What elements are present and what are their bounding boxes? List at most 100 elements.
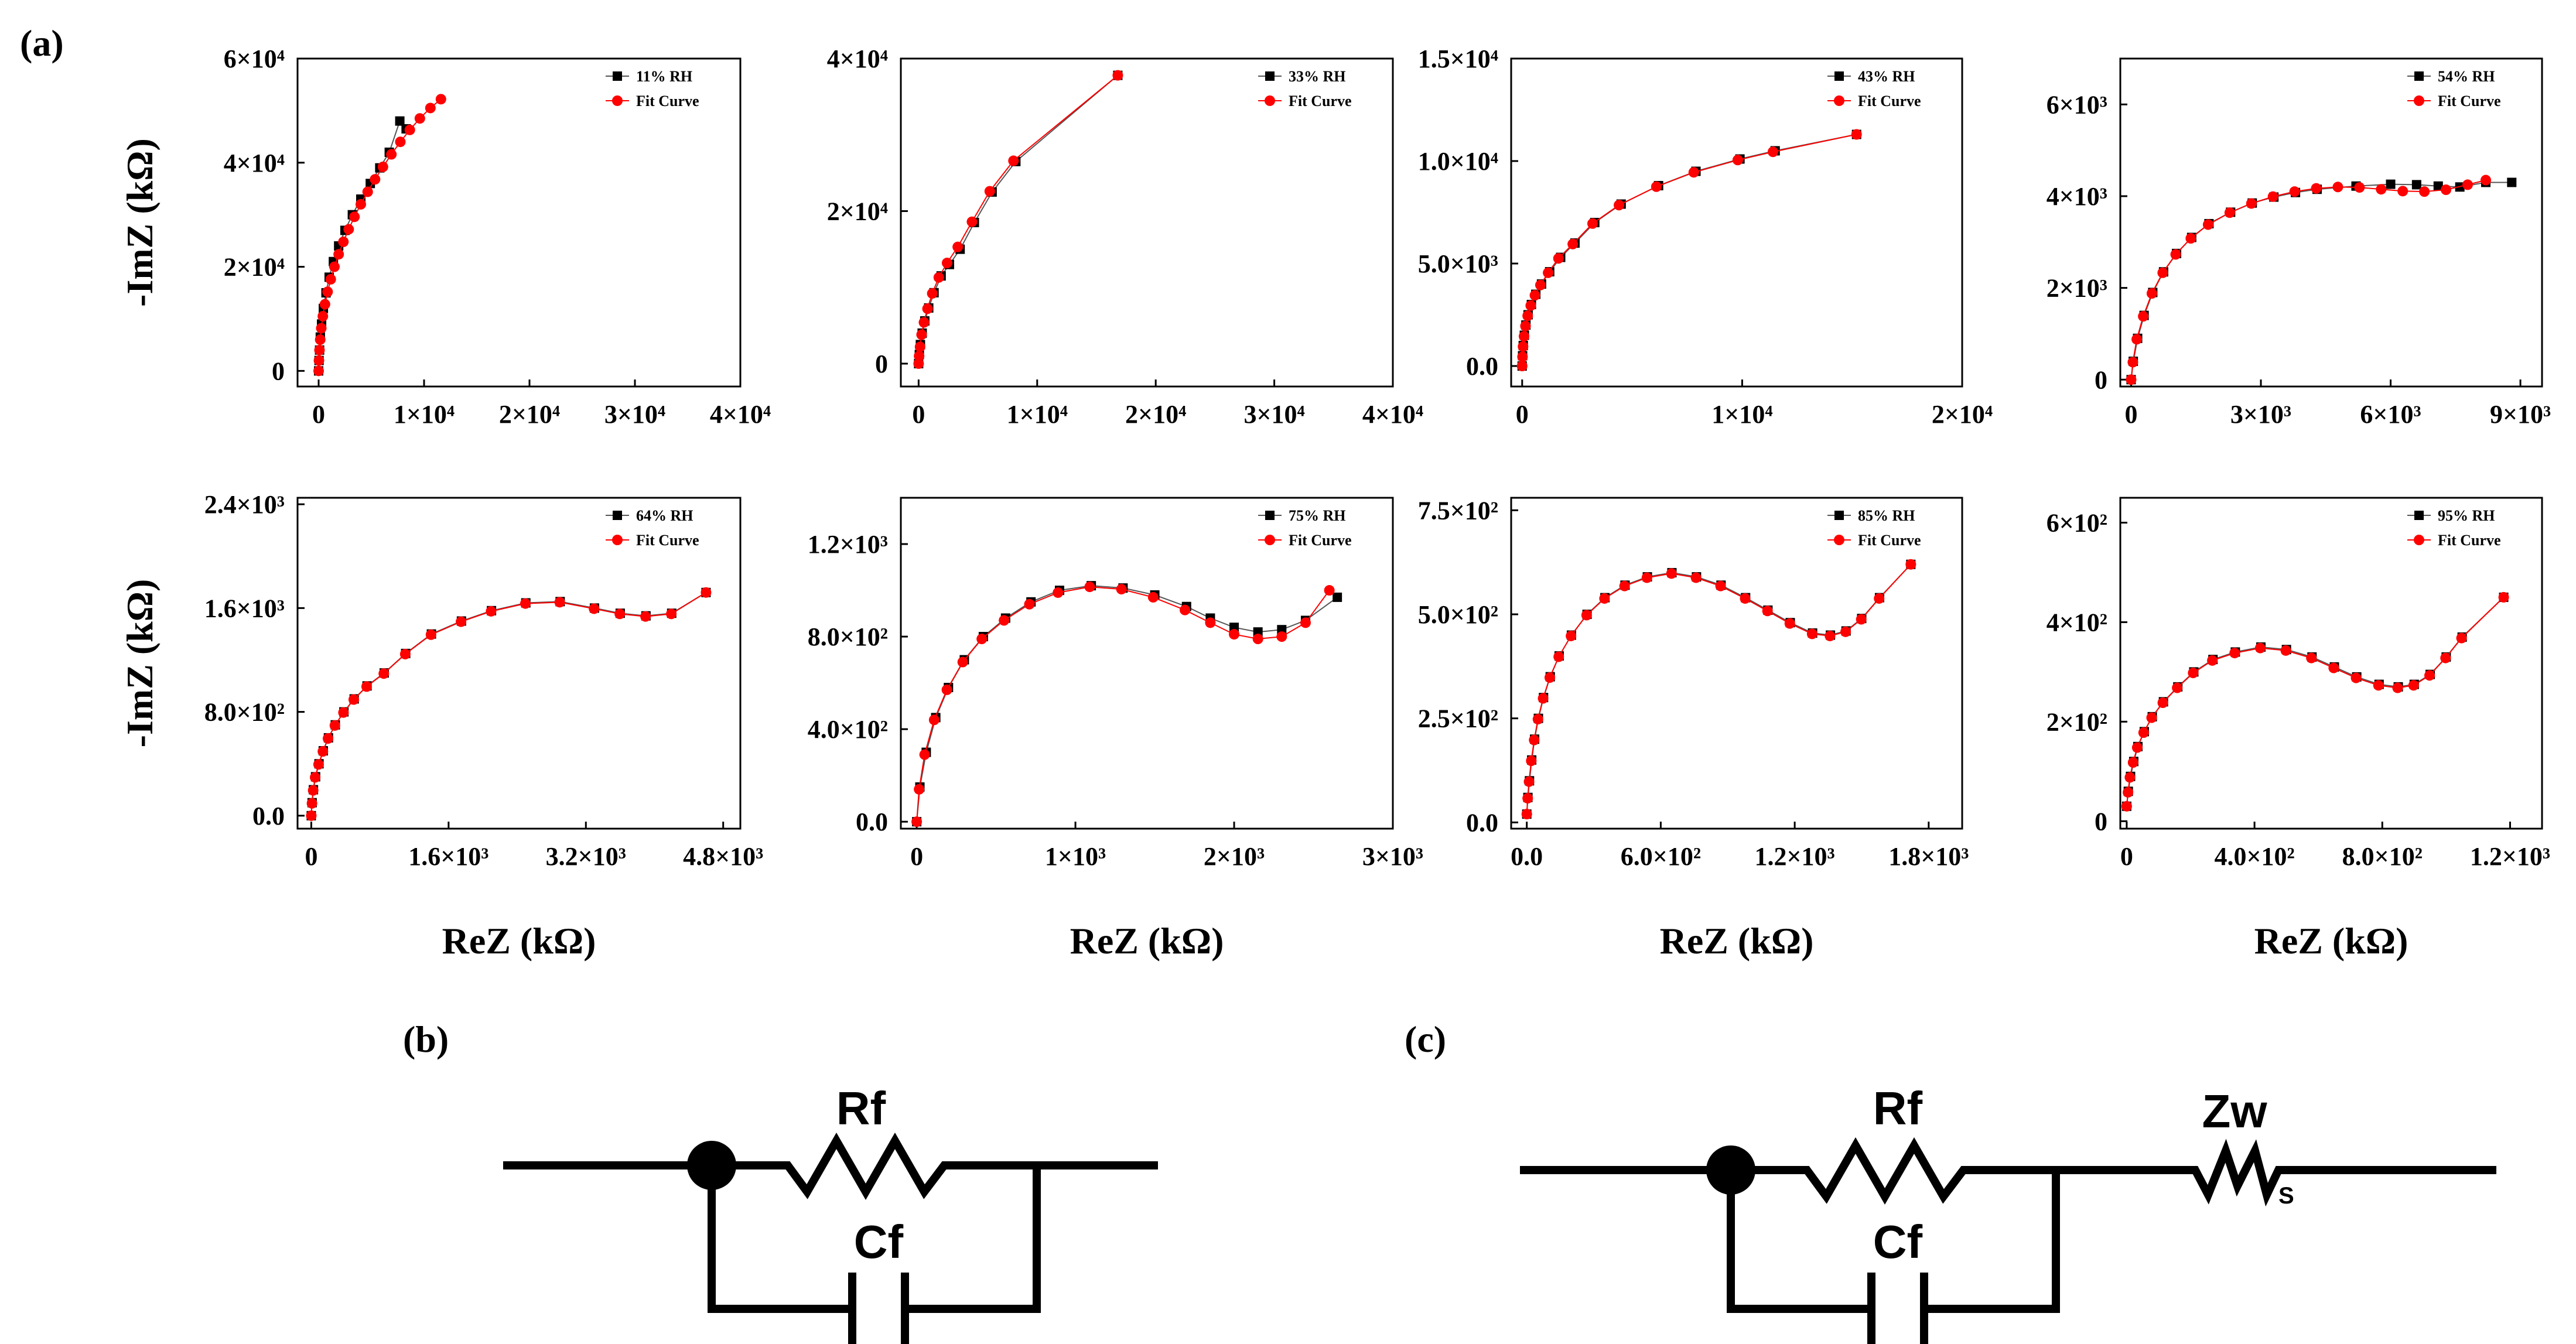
- data-point-fit: [2440, 652, 2451, 664]
- y-tick-label: 2×10⁴: [224, 253, 285, 282]
- data-point-fit: [1599, 593, 1610, 604]
- x-tick-label: 2×10⁴: [499, 400, 560, 429]
- legend-measured-marker: [613, 71, 622, 81]
- x-tick-label: 3×10⁴: [1243, 400, 1304, 429]
- panel-label-b: (b): [403, 1018, 449, 1060]
- data-point-fit: [1180, 604, 1191, 615]
- circuit-b: (b) Rf Cf: [403, 1018, 1158, 1344]
- x-tick-label: 2×10³: [1204, 842, 1265, 871]
- series-measured-line: [1521, 134, 1857, 367]
- data-point-fit: [976, 634, 988, 645]
- legend-fit-label: Fit Curve: [636, 93, 699, 110]
- x-tick-label: 0: [1516, 400, 1529, 429]
- data-point-fit: [2332, 182, 2343, 193]
- data-point-fit: [589, 603, 600, 614]
- data-point-fit: [1518, 341, 1529, 352]
- data-point-fit: [1229, 629, 1240, 640]
- plot-frame: [1510, 497, 1963, 830]
- y-tick-label: 1.6×10³: [204, 594, 285, 623]
- legend-measured-label: 11% RH: [636, 68, 692, 85]
- y-axis-label: -ImZ (kΩ): [119, 138, 160, 307]
- data-point-fit: [520, 598, 531, 609]
- data-point-fit: [1532, 714, 1543, 725]
- y-tick-label: 4.0×10²: [808, 715, 888, 744]
- data-point-measured: [2386, 179, 2396, 189]
- x-tick-label: 0: [2124, 400, 2137, 429]
- data-point-fit: [425, 102, 436, 114]
- y-tick-label: 2.4×10³: [204, 490, 285, 519]
- data-point-fit: [1856, 614, 1867, 625]
- data-point-fit: [1614, 200, 1625, 211]
- data-point-fit: [316, 323, 327, 334]
- series-measured-line: [310, 591, 706, 816]
- data-point-fit: [2185, 233, 2196, 244]
- data-point-fit: [1516, 361, 1528, 371]
- data-point-fit: [435, 94, 446, 105]
- data-point-fit: [2124, 772, 2136, 783]
- data-point-fit: [2328, 662, 2339, 673]
- data-point-fit: [966, 216, 978, 227]
- circuit-b-capacitor-label: Cf: [854, 1216, 904, 1268]
- y-tick-label: 6×10⁴: [224, 45, 285, 73]
- data-point-fit: [2127, 357, 2138, 368]
- data-point-fit: [2126, 374, 2137, 385]
- plot-frame: [2119, 497, 2543, 830]
- circuit-c-node: [1706, 1145, 1755, 1195]
- data-point-fit: [456, 616, 467, 627]
- data-point-fit: [1784, 618, 1795, 629]
- legend-measured-marker: [613, 511, 622, 520]
- data-point-fit: [338, 236, 349, 247]
- legend-measured-label: 75% RH: [1289, 507, 1346, 524]
- circuit-c-warburg-subscript: S: [2278, 1183, 2294, 1209]
- data-point-fit: [486, 606, 497, 617]
- data-point-fit: [338, 707, 349, 718]
- data-point-fit: [1806, 628, 1817, 639]
- data-point-fit: [1619, 580, 1630, 591]
- data-point-fit: [1084, 582, 1095, 593]
- charts-grid: 0 1×10⁴ 2×10⁴ 3×10⁴ 4×10⁴ 0 2×10⁴ 4×10⁴ 6×10⁴ 11%…: [119, 45, 2551, 962]
- x-axis-label: ReZ (kΩ): [442, 920, 596, 962]
- data-point-fit: [1825, 630, 1836, 641]
- legend-fit-label: Fit Curve: [1289, 532, 1352, 549]
- y-tick-label: 8.0×10²: [204, 698, 285, 727]
- data-point-fit: [1688, 167, 1699, 178]
- x-tick-label: 6.0×10²: [1621, 842, 1701, 871]
- data-point-fit: [554, 597, 565, 608]
- x-tick-label: 1×10⁴: [394, 400, 455, 429]
- data-point-fit: [306, 810, 317, 821]
- chart-4: 0 3×10³ 6×10³ 9×10³ 0 2×10³ 4×10³ 6×10³ 54% RH Fi…: [2047, 57, 2551, 429]
- y-tick-label: 0.0: [1466, 352, 1498, 381]
- data-point-fit: [1535, 279, 1546, 290]
- data-point-fit: [378, 668, 390, 679]
- data-point-fit: [2392, 682, 2403, 693]
- data-point-fit: [1526, 755, 1537, 767]
- chart-7: 0.0 6.0×10² 1.2×10³ 1.8×10³ 0.0 2.5×10² 5.0×10…: [1418, 496, 1969, 962]
- series-fit-line: [2126, 597, 2505, 806]
- data-point-fit: [941, 258, 952, 269]
- legend-fit-label: Fit Curve: [636, 532, 699, 549]
- legend-measured-marker: [1834, 71, 1844, 81]
- data-point-fit: [1521, 809, 1532, 820]
- data-point-fit: [701, 587, 712, 598]
- data-point-fit: [314, 344, 325, 355]
- data-point-fit: [2481, 175, 2491, 186]
- data-point-fit: [2456, 632, 2467, 644]
- y-tick-label: 0: [875, 350, 888, 378]
- data-point-fit: [310, 772, 321, 783]
- data-point-fit: [933, 272, 944, 283]
- legend-measured-marker: [2414, 71, 2424, 81]
- data-point-fit: [1116, 584, 1127, 595]
- data-point-fit: [1522, 310, 1533, 322]
- data-point-fit: [1147, 591, 1159, 603]
- data-point-fit: [999, 615, 1010, 626]
- data-point-fit: [1543, 267, 1554, 278]
- x-tick-label: 1×10⁴: [1711, 400, 1772, 429]
- x-tick-label: 1.2×10³: [2470, 842, 2550, 871]
- data-point-fit: [928, 714, 939, 726]
- x-tick-label: 4.0×10²: [2214, 842, 2294, 871]
- data-point-fit: [2224, 207, 2235, 218]
- data-point-fit: [919, 749, 930, 760]
- x-tick-label: 0: [912, 400, 925, 429]
- data-point-fit: [1641, 572, 1652, 583]
- data-point-fit: [2138, 727, 2149, 738]
